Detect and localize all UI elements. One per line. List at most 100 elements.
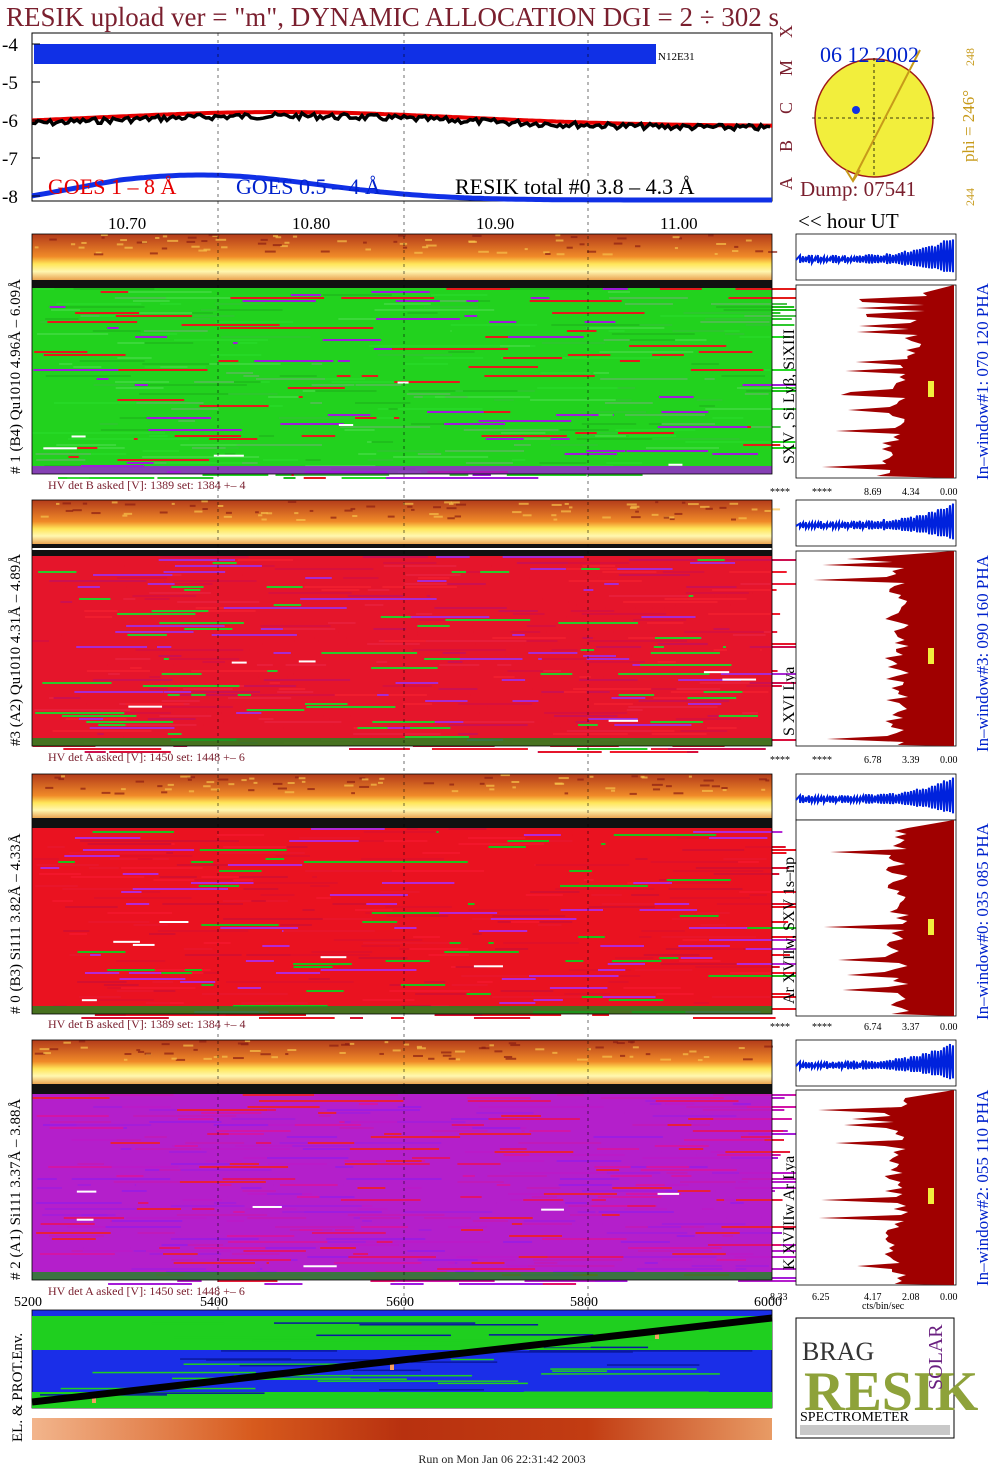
pointing-arrow	[852, 49, 921, 181]
time-tick-label: 10.70	[108, 214, 146, 233]
goes-ytick-label: -4	[2, 35, 18, 56]
in-window-label: In–window#2: 055 110 PHA	[973, 1089, 992, 1286]
goes-panel: -4 -5 -6 -7 -8 N12E31 GOES 1 – 8 Å GOES 0.5 …	[2, 32, 773, 208]
histogram-scale-label: 6.74	[864, 1022, 882, 1033]
environment-strip	[32, 1418, 772, 1440]
time-tick-label: 10.80	[292, 214, 330, 233]
pha-axis: cts/bin/sec 5200 5400 5600 5800 6000	[14, 1295, 905, 1312]
histogram-scale-label: 8.69	[864, 487, 882, 498]
histogram-scale-label: 8.33	[770, 1292, 788, 1303]
histogram-scale-label: 4.34	[902, 487, 920, 498]
pha-histogram	[795, 550, 957, 747]
channel-ch0: # 0 (B3) Si111 3.82Å – 4.33Å Ar XVIIw, SX…	[8, 773, 992, 1033]
goes-class-letter: M	[776, 60, 796, 76]
in-window-label: In–window#0: 035 085 PHA	[973, 822, 992, 1020]
histogram-scale-label: 6.78	[864, 755, 882, 766]
pha-histogram	[795, 1089, 957, 1286]
histogram-unit: cts/bin/sec	[862, 1301, 905, 1312]
spectral-line-label: S XVI Lya	[781, 667, 798, 736]
goes-class-letter: C	[776, 102, 796, 114]
page-title: RESIK upload ver = "m", DYNAMIC ALLOCATI…	[6, 2, 780, 32]
spectral-line-label: SXV , Si Lyβ, SiXIII	[781, 329, 798, 464]
channel-side-label: # 2 (A1) Si111 3.37Å – 3.88Å	[8, 1098, 24, 1280]
housekeeping-trace	[31, 1314, 773, 1406]
goes-class-letter: X	[776, 25, 796, 38]
histogram-scale-label: 0.00	[940, 755, 958, 766]
histogram-scale-label: 0.00	[940, 1292, 958, 1303]
dump-number: Dump: 07541	[800, 177, 916, 201]
lightcurve-band	[32, 1040, 773, 1088]
goes-ytick-label: -5	[2, 73, 18, 94]
phi-tick-high: 248	[963, 48, 977, 66]
pha-histogram-small	[795, 233, 957, 281]
lightcurve-band	[32, 774, 772, 822]
spectrogram	[32, 282, 841, 479]
goes-ytick-label: -6	[2, 111, 18, 132]
spectrogram	[32, 1088, 842, 1285]
pha-histogram-small	[795, 773, 957, 821]
pha-tick-label: 5400	[200, 1295, 228, 1310]
time-gridlines	[217, 33, 589, 1310]
histogram-scale-label: ****	[812, 1022, 832, 1033]
hv-readout: HV det A asked [V]: 1450 set: 1448 +– 6	[48, 750, 245, 764]
pha-tick-label: 5600	[386, 1295, 414, 1310]
flare-flag-bar	[34, 44, 656, 64]
histogram-scale-label: 4.17	[864, 1292, 882, 1303]
spectral-line-label: Ar XVIIw, SXV 1s–np	[781, 857, 798, 1004]
channel-ch2: # 2 (A1) Si111 3.37Å – 3.88Å K XVIIIw Ar …	[8, 1039, 992, 1303]
env-marker	[655, 1331, 659, 1339]
pha-histogram-small	[795, 499, 957, 547]
goes-short-curve	[31, 172, 772, 203]
logo-spectrometer: SPECTROMETER	[800, 1410, 910, 1425]
pha-tick-label: 5200	[14, 1295, 42, 1310]
histogram-scale-label: 2.08	[902, 1292, 920, 1303]
environment-panel: EL. & PROT.Env.	[10, 1309, 773, 1442]
lightcurve-band	[32, 500, 781, 548]
goes-ytick-label: -7	[2, 149, 18, 170]
run-timestamp: Run on Mon Jan 06 22:31:42 2003	[418, 1452, 586, 1466]
pha-histogram-small	[795, 1039, 957, 1087]
histogram-scale-label: ****	[812, 487, 832, 498]
in-window-label: In–window#3: 090 160 PHA	[973, 554, 992, 752]
pha-tick-label: 5800	[570, 1295, 598, 1310]
time-tick-label: 11.00	[660, 214, 698, 233]
hv-readout: HV det B asked [V]: 1389 set: 1384 +– 4	[48, 478, 246, 492]
environment-label: EL. & PROT.Env.	[10, 1333, 26, 1442]
histogram-scale-label: 0.00	[940, 1022, 958, 1033]
flare-location: N12E31	[658, 51, 695, 63]
logo-resik: RESIK	[804, 1361, 979, 1423]
observation-date: 06 12 2002	[820, 42, 919, 67]
hv-readout: HV det B asked [V]: 1389 set: 1384 +– 4	[48, 1017, 246, 1031]
legend-goes-short: GOES 0.5 – 4 Å	[236, 174, 381, 199]
spectrogram	[32, 550, 838, 753]
histogram-scale-label: ****	[770, 487, 790, 498]
goes-class-axis: X M C B A	[776, 25, 796, 190]
legend-goes-long: GOES 1 – 8 Å	[48, 174, 176, 199]
histogram-scale-label: 0.00	[940, 487, 958, 498]
goes-class-letter: A	[776, 177, 796, 190]
lightcurve-band	[32, 234, 778, 284]
pha-tick-label: 6000	[754, 1295, 782, 1310]
time-axis-unit: << hour UT	[798, 209, 899, 233]
histogram-scale-label: ****	[770, 755, 790, 766]
time-tick-label: 10.90	[476, 214, 514, 233]
time-axis: << hour UT 10.70 10.80 10.90 11.00	[108, 209, 899, 233]
histogram-scale-label: ****	[812, 755, 832, 766]
logo-solar: SOLAR	[925, 1324, 947, 1390]
channel-side-label: # 1 (B4) Qu1010 4.96Å – 6.09Å	[8, 279, 24, 474]
spectrogram	[32, 822, 839, 1019]
histogram-scale-label: 6.25	[812, 1292, 830, 1303]
pha-histogram	[795, 819, 957, 1017]
histogram-scale-label: 3.39	[902, 755, 920, 766]
phi-label: phi = 246°	[959, 90, 978, 162]
histogram-scale-label: ****	[770, 1022, 790, 1033]
legend-resik-total: RESIK total #0 3.8 – 4.3 Å	[455, 174, 695, 199]
env-marker	[92, 1395, 96, 1403]
channel-side-label: # 0 (B3) Si111 3.82Å – 4.33Å	[8, 833, 24, 1014]
spectral-line-label: K XVIIIw Ar Lya	[781, 1156, 798, 1270]
goes-class-letter: B	[776, 140, 796, 152]
pha-histogram	[795, 284, 957, 479]
channel-ch3: #3 (A2) Qu1010 4.31Å – 4.89Å S XVI Lya In–…	[8, 499, 992, 766]
goes-ytick-label: -8	[2, 187, 18, 208]
